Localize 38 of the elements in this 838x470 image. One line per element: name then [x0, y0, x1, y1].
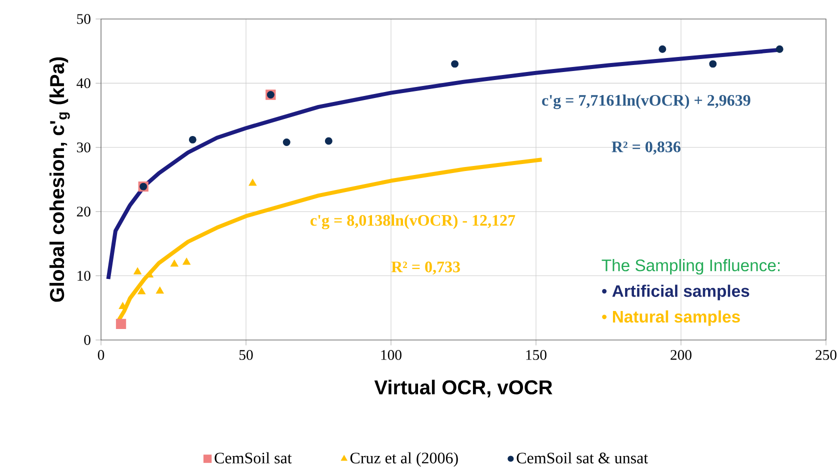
point [156, 286, 164, 294]
y-tick-label: 20 [76, 206, 90, 217]
x-tick-label: 50 [240, 350, 253, 360]
point [776, 45, 784, 53]
legend-label: CemSoil sat & unsat [516, 452, 648, 464]
point [658, 45, 666, 53]
annotation: The Sampling Influence: [602, 259, 780, 275]
x-tick-label: 0 [98, 350, 104, 360]
annotation: R² = 0,733 [391, 262, 460, 275]
annotation: • Natural samples [602, 310, 740, 326]
y-tick-label: 40 [76, 78, 90, 88]
y-tick-label: 30 [77, 142, 90, 152]
point [248, 178, 257, 186]
y-tick-label: 50 [77, 14, 90, 24]
point [182, 258, 191, 265]
annotation: c'g = 8,0138ln(vOCR) - 12,127 [310, 214, 516, 230]
legend-label: CemSoil sat [214, 452, 292, 464]
point [134, 267, 142, 274]
y-axis-title: Global cohesion, c'$_{g}$ (kPa) [49, 57, 70, 302]
y-tick-label: 0 [84, 335, 90, 345]
point [170, 260, 178, 267]
x-tick-label: 150 [526, 350, 546, 360]
annotation: c'g = 7,7161ln(vOCR) + 2,9639 [542, 94, 750, 110]
point [188, 136, 196, 144]
annotation: R² = 0,836 [612, 141, 680, 155]
x-tick-label: 250 [816, 350, 836, 360]
x-axis-title: Virtual OCR, vOCR [374, 380, 552, 398]
point [138, 287, 146, 294]
y-tick-label: 10 [78, 270, 90, 281]
x-tick-label: 200 [670, 350, 692, 360]
legend-label: Cruz et al (2006) [350, 452, 458, 467]
annotation: • Artificial samples [602, 284, 750, 300]
point [709, 60, 717, 68]
point [451, 60, 459, 68]
x-tick-label: 100 [381, 350, 402, 360]
point [282, 138, 290, 146]
point [324, 137, 332, 145]
point [116, 318, 126, 330]
